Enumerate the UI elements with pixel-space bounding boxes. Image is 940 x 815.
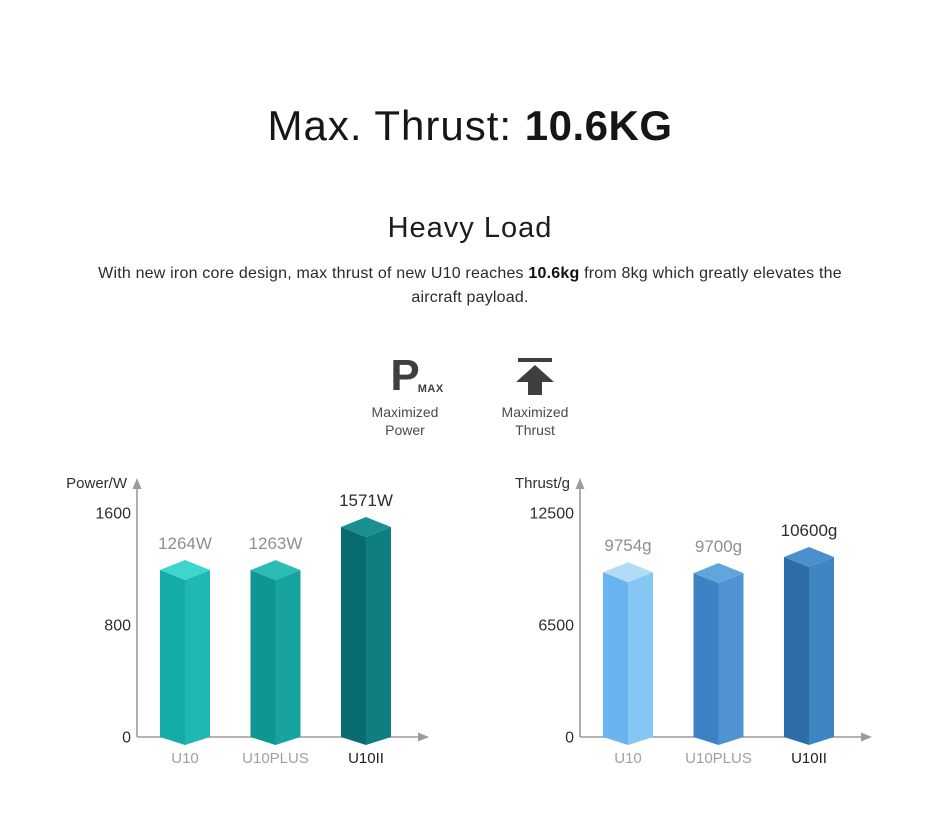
feature-maximized-thrust: Maximized Thrust	[475, 352, 595, 439]
paragraph-bold-value: 10.6kg	[528, 265, 580, 282]
bar	[250, 560, 301, 745]
paragraph-part1: With new iron core design, max thrust of…	[98, 265, 529, 282]
bar-left-face	[250, 570, 276, 745]
page-title-value: 10.6KG	[524, 102, 673, 149]
section-paragraph: With new iron core design, max thrust of…	[90, 262, 850, 310]
p-max-letter: P	[390, 351, 420, 400]
bar-value-label: 1263W	[249, 534, 303, 553]
x-axis-arrowhead	[861, 732, 872, 742]
bar-value-label: 9754g	[604, 536, 651, 555]
feature-thrust-label-line2: Thrust	[515, 422, 555, 438]
bar-value-label: 1571W	[339, 491, 393, 510]
bar-value-label: 9700g	[695, 537, 742, 556]
bar-value-label: 10600g	[781, 521, 838, 540]
bar-top-face	[603, 562, 653, 583]
bar-right-face	[366, 527, 391, 745]
bar-right-face	[718, 573, 744, 745]
bar-left-face	[603, 572, 628, 745]
power-chart: Power/W 0 800 1600 1264W U10 1263W U10PLUS 1571W…	[66, 475, 429, 767]
feature-thrust-label-line1: Maximized	[501, 404, 569, 420]
bar-left-face	[693, 573, 719, 745]
bar-top-face	[250, 560, 301, 581]
bar-left-face	[341, 527, 366, 745]
bar-right-face	[809, 557, 834, 745]
x-category-label: U10PLUS	[685, 750, 752, 767]
feature-power-label-line1: Maximized	[371, 404, 439, 420]
bar-left-face	[160, 570, 185, 745]
y-tick-label: 800	[104, 618, 131, 635]
page-title: Max. Thrust: 10.6KG	[0, 100, 940, 152]
x-category-label: U10II	[791, 750, 827, 767]
p-max-icon: P MAX	[390, 351, 443, 400]
y-axis-arrowhead	[132, 478, 142, 489]
x-category-label: U10	[614, 750, 642, 767]
p-max-sub: MAX	[417, 383, 444, 395]
bar-top-face	[160, 560, 210, 581]
bar-right-face	[185, 570, 210, 745]
bar	[603, 562, 653, 745]
bar-right-face	[275, 570, 301, 745]
bar	[160, 560, 210, 745]
y-axis-arrowhead	[575, 478, 585, 489]
x-category-label: U10II	[348, 750, 384, 767]
section-heading: Heavy Load	[387, 212, 553, 244]
page-title-prefix: Max. Thrust:	[267, 102, 525, 149]
bar-top-face	[784, 547, 834, 568]
bar-top-face	[693, 563, 744, 584]
feature-row: P MAX Maximized Power Maximized Thrust	[0, 352, 940, 439]
x-axis-arrowhead	[418, 732, 429, 742]
bar	[784, 547, 834, 745]
bar-right-face	[628, 572, 653, 745]
y-tick-label: 6500	[538, 618, 574, 635]
bar-left-face	[784, 557, 809, 745]
y-tick-label: 0	[122, 730, 131, 747]
x-category-label: U10	[171, 750, 199, 767]
y-tick-label: 0	[565, 730, 574, 747]
thrust-chart: Thrust/g 0 6500 12500 9754g U10 9700g U10PLUS 10…	[515, 475, 872, 767]
feature-thrust-label: Maximized Thrust	[475, 403, 595, 439]
x-category-label: U10PLUS	[242, 750, 309, 767]
bar	[693, 563, 744, 745]
feature-maximized-power: P MAX Maximized Power	[345, 352, 465, 439]
bar	[341, 517, 391, 745]
feature-power-label: Maximized Power	[345, 403, 465, 439]
axis-label: Thrust/g	[515, 475, 570, 492]
thrust-arrow-icon	[516, 358, 554, 395]
axis-label: Power/W	[66, 475, 128, 492]
y-tick-label: 12500	[530, 506, 575, 523]
paragraph-part2: from 8kg which greatly elevates the airc…	[411, 265, 842, 306]
p-max-icon-wrap: P MAX	[345, 352, 465, 398]
thrust-arrow-icon-wrap	[475, 352, 595, 398]
y-tick-label: 1600	[95, 506, 131, 523]
feature-power-label-line2: Power	[385, 422, 425, 438]
bar-top-face	[341, 517, 391, 538]
bar-value-label: 1264W	[158, 534, 212, 553]
